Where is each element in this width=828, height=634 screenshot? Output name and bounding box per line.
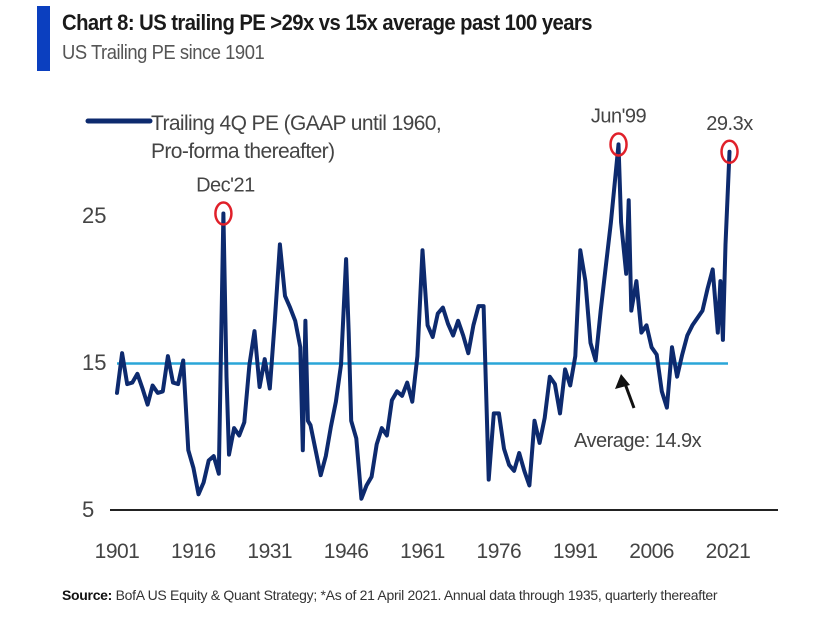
axes: 5 15 25 1901 1916 1931 1946 1961 1976 1991 2006 202…	[82, 203, 778, 563]
series-group	[115, 142, 732, 501]
chart-title: Chart 8: US trailing PE >29x vs 15x aver…	[62, 10, 593, 35]
pe-series-line	[115, 142, 732, 501]
chart-subtitle: US Trailing PE since 1901	[62, 42, 265, 64]
average-arrow-head	[615, 374, 630, 389]
peak-highlight-circle	[609, 132, 628, 157]
x-tick-label: 1961	[400, 540, 445, 563]
y-tick-label: 25	[82, 203, 106, 228]
x-tick-label: 1916	[171, 540, 216, 563]
peak-label: 29.3x	[706, 113, 753, 135]
peak-label: Dec'21	[196, 175, 255, 197]
legend-label: Trailing 4Q PE (GAAP until 1960,	[151, 112, 441, 135]
x-tick-label: 1976	[477, 540, 522, 563]
y-tick-label: 5	[82, 497, 94, 522]
x-tick-label: 2006	[629, 540, 674, 563]
source-label: Source:	[62, 587, 113, 603]
title-accent-bar	[37, 6, 50, 71]
source-note: Source: BofA US Equity & Quant Strategy;…	[62, 584, 782, 606]
peak-highlight-circle	[720, 139, 739, 165]
x-tick-label: 1931	[247, 540, 292, 563]
source-text: BofA US Equity & Quant Strategy; *As of …	[115, 587, 718, 603]
peak-highlight-circle	[214, 201, 233, 226]
legend-label: Pro-forma thereafter)	[151, 140, 334, 163]
legend: Trailing 4Q PE (GAAP until 1960, Pro-form…	[85, 112, 442, 163]
average-label: Average: 14.9x	[574, 430, 702, 452]
peak-label: Jun'99	[591, 105, 647, 127]
x-tick-label: 1901	[95, 540, 140, 563]
x-tick-label: 1991	[553, 540, 598, 563]
annotations: Dec'21 Jun'99 29.3x Average: 14.9x	[196, 105, 754, 452]
x-tick-label: 2021	[706, 540, 751, 563]
y-tick-label: 15	[82, 350, 106, 375]
average-arrow	[615, 374, 636, 409]
x-tick-label: 1946	[324, 540, 369, 563]
